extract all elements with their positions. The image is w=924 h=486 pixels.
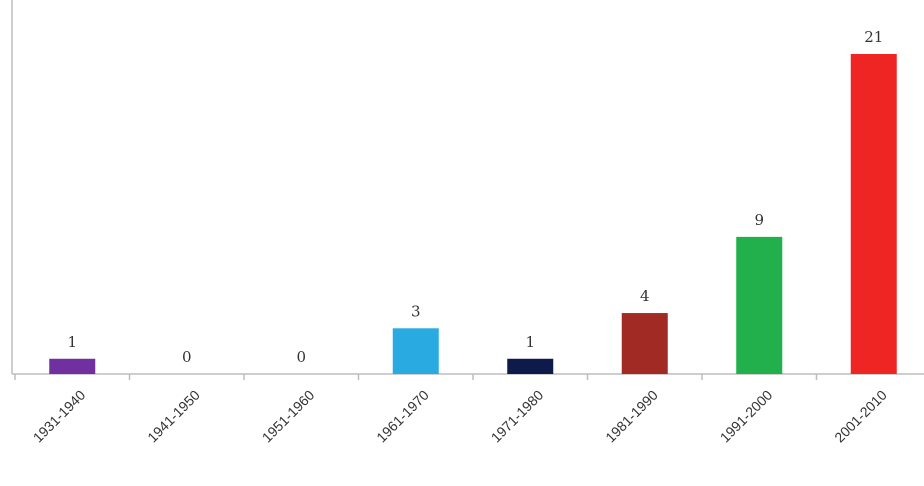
bar-1981-1990 [621,313,668,374]
data-label-2001-2010: 21 [864,28,883,46]
bars [49,54,897,374]
bar-1961-1970 [392,328,439,374]
data-label-1991-2000: 9 [754,211,764,229]
data-label-1961-1970: 3 [411,302,421,320]
data-label-1931-1940: 1 [67,333,77,351]
bar-1971-1980 [507,358,554,374]
x-tick-label-1941-1950: 1941-1950 [144,387,203,446]
data-label-1951-1960: 0 [296,348,306,366]
data-label-1971-1980: 1 [525,333,535,351]
x-tick-labels: 1931-1940 1941-1950 1951-1960 1961-1970 1971… [30,387,890,446]
x-tick-label-1991-2000: 1991-2000 [717,387,776,446]
x-tick-label-1931-1940: 1931-1940 [30,387,89,446]
bar-2001-2010 [850,54,897,374]
bar-1931-1940 [49,358,96,374]
x-tick-label-2001-2010: 2001-2010 [831,387,890,446]
x-tick-label-1981-1990: 1981-1990 [602,387,661,446]
data-label-1941-1950: 0 [182,348,192,366]
x-tick-label-1961-1970: 1961-1970 [373,387,432,446]
x-tick-label-1971-1980: 1971-1980 [488,387,547,446]
bar-1991-2000 [736,236,783,374]
x-tick-label-1951-1960: 1951-1960 [259,387,318,446]
x-axis-ticks [14,374,818,380]
data-label-1981-1990: 4 [640,287,650,305]
data-labels: 1 0 0 3 1 4 9 21 [67,28,883,366]
